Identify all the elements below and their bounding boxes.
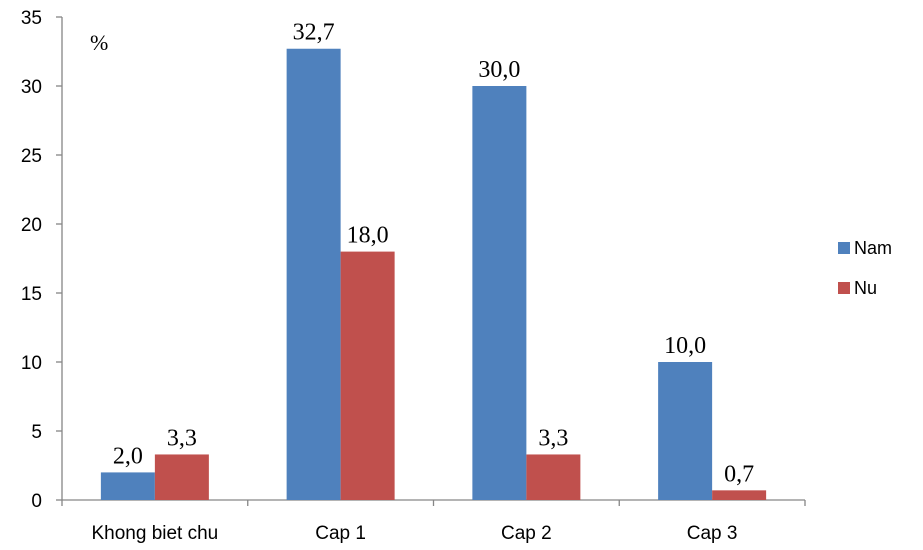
y-unit-label: % — [90, 30, 108, 55]
data-label-nu: 3,3 — [538, 425, 568, 451]
legend-label-nu: Nu — [854, 278, 877, 298]
y-tick-label: 15 — [21, 284, 42, 305]
y-tick-label: 25 — [21, 146, 42, 167]
bar-nam — [472, 86, 527, 500]
data-label-nam: 2,0 — [113, 443, 143, 469]
bar-nu — [340, 251, 395, 500]
data-label-nam: 30,0 — [478, 57, 520, 83]
bar-nam — [100, 472, 155, 500]
bar-nam — [658, 362, 713, 500]
x-category-label: Khong biet chu — [91, 523, 218, 544]
bar-nu — [526, 454, 581, 500]
data-label-nu: 3,3 — [167, 425, 197, 451]
legend-label-nam: Nam — [854, 238, 892, 258]
y-tick-label: 30 — [21, 77, 42, 98]
x-category-label: Cap 2 — [501, 523, 552, 544]
chart-axes: 0 5 10 15 20 25 30 35 Khong biet chu Cap 1 Cap 2 Ca… — [21, 8, 806, 544]
x-category-label: Cap 1 — [315, 523, 366, 544]
y-tick-label: 5 — [31, 422, 42, 443]
legend-swatch-nu — [838, 282, 850, 294]
data-label-nam: 32,7 — [293, 20, 335, 46]
y-tick-label: 20 — [21, 215, 42, 236]
data-label-nam: 10,0 — [664, 333, 706, 359]
chart-bars — [100, 48, 767, 501]
data-label-nu: 18,0 — [347, 223, 389, 249]
y-tick-label: 10 — [21, 353, 42, 374]
y-tick-label: 35 — [21, 8, 42, 29]
bar-nam — [286, 48, 341, 501]
data-label-nu: 0,7 — [724, 461, 754, 487]
legend-swatch-nam — [838, 242, 850, 254]
bar-nu — [154, 454, 209, 500]
bar-nu — [712, 490, 767, 500]
chart-data-labels: 2,0 3,3 32,7 18,0 30,0 3,3 10,0 0,7 — [113, 20, 754, 488]
x-category-label: Cap 3 — [687, 523, 738, 544]
y-tick-label: 0 — [31, 491, 42, 512]
chart-legend: Nam Nu — [838, 238, 892, 298]
